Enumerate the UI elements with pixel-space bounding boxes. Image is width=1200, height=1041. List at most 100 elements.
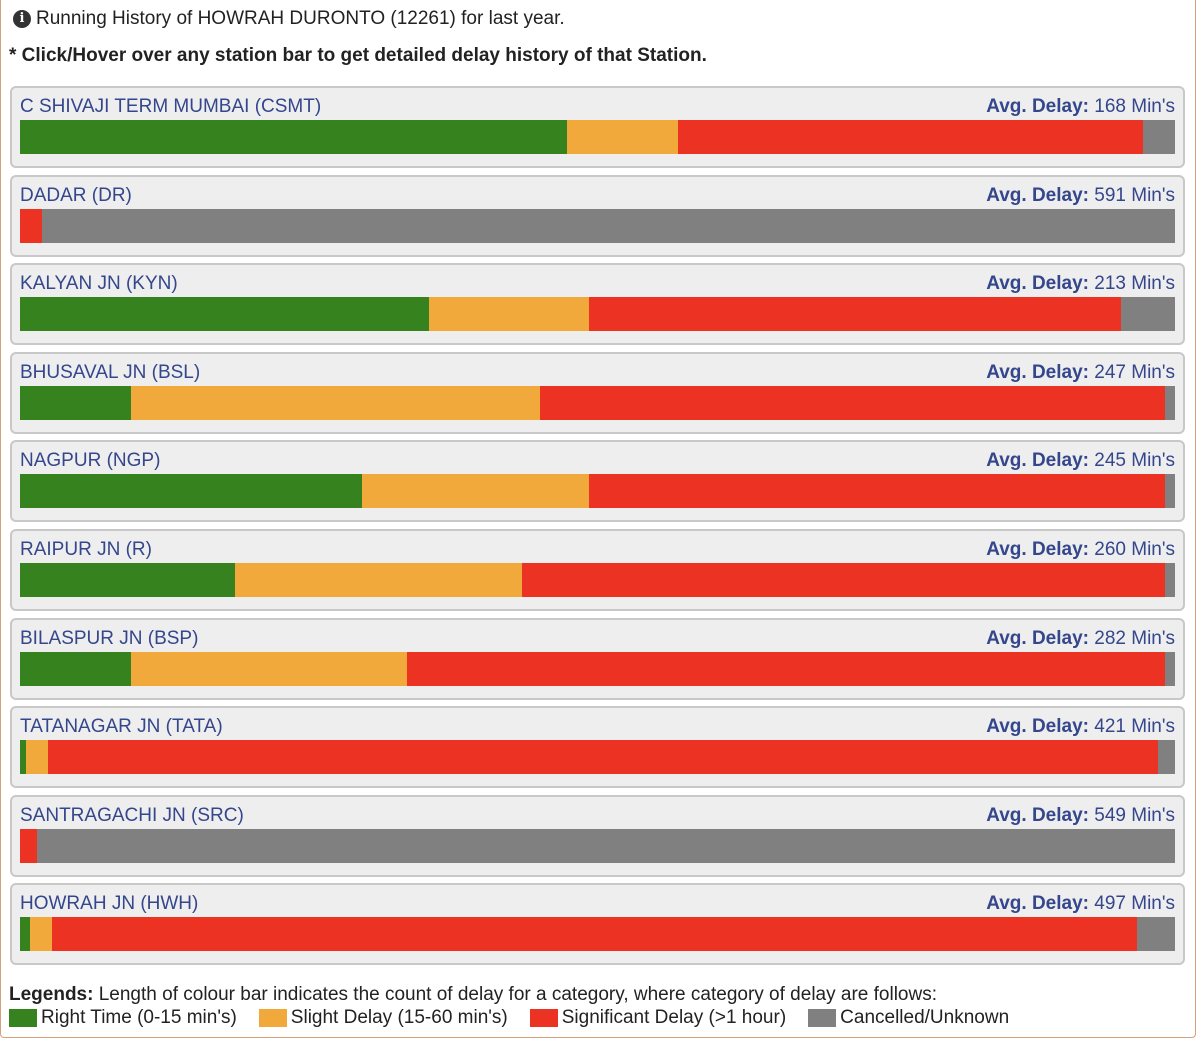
right-time-segment[interactable] xyxy=(20,917,31,952)
legend-swatch xyxy=(258,1009,287,1027)
station-name: KALYAN JN (KYN) xyxy=(20,273,178,295)
avg-delay-label: Avg. Delay: xyxy=(986,893,1089,915)
right-time-segment[interactable] xyxy=(20,385,131,420)
cancelled-segment[interactable] xyxy=(37,828,1175,863)
cancelled-segment[interactable] xyxy=(1157,740,1175,775)
significant-delay-segment[interactable] xyxy=(522,562,1165,597)
significant-delay-segment[interactable] xyxy=(539,385,1165,420)
significant-delay-segment[interactable] xyxy=(20,208,42,243)
cancelled-segment[interactable] xyxy=(1142,120,1175,154)
right-time-segment[interactable] xyxy=(20,651,131,686)
cancelled-segment[interactable] xyxy=(1136,917,1175,952)
cancelled-segment[interactable] xyxy=(1120,297,1175,332)
right-time-segment[interactable] xyxy=(20,297,429,332)
delay-bar[interactable] xyxy=(20,917,1175,952)
significant-delay-segment[interactable] xyxy=(52,917,1137,952)
avg-delay-value: 247 Min's xyxy=(1088,361,1175,383)
delay-bar[interactable] xyxy=(20,120,1175,154)
slight-delay-segment[interactable] xyxy=(428,297,590,332)
slight-delay-segment[interactable] xyxy=(567,120,679,154)
slight-delay-segment[interactable] xyxy=(234,562,523,597)
delay-bar[interactable] xyxy=(20,474,1175,509)
station-card[interactable]: HOWRAH JN (HWH) Avg. Delay: 497 Min's xyxy=(10,883,1185,966)
significant-delay-segment[interactable] xyxy=(678,120,1143,154)
station-card[interactable]: DADAR (DR) Avg. Delay: 591 Min's xyxy=(10,174,1185,257)
avg-delay-value: 168 Min's xyxy=(1088,96,1175,117)
significant-delay-segment[interactable] xyxy=(406,651,1165,686)
legend-title: Legends: xyxy=(9,984,94,1005)
cancelled-segment[interactable] xyxy=(1164,562,1175,597)
avg-delay-value: 549 Min's xyxy=(1088,804,1175,826)
avg-delay-value: 213 Min's xyxy=(1088,273,1175,295)
significant-delay-segment[interactable] xyxy=(20,828,38,863)
station-name: RAIPUR JN (R) xyxy=(20,538,152,560)
legend-items: Right Time (0-15 min's) Slight Delay (15-… xyxy=(9,1007,1189,1029)
info-line: i Running History of HOWRAH DURONTO (122… xyxy=(13,8,565,30)
station-card[interactable]: KALYAN JN (KYN) Avg. Delay: 213 Min's xyxy=(10,263,1185,346)
significant-delay-segment[interactable] xyxy=(47,740,1158,775)
right-time-segment[interactable] xyxy=(20,740,26,775)
avg-delay-value: 591 Min's xyxy=(1088,184,1175,206)
avg-delay: Avg. Delay: 497 Min's xyxy=(986,893,1175,915)
station-name: SANTRAGACHI JN (SRC) xyxy=(20,804,244,826)
station-card[interactable]: SANTRAGACHI JN (SRC) Avg. Delay: 549 Min'… xyxy=(10,794,1185,877)
avg-delay: Avg. Delay: 247 Min's xyxy=(986,362,1175,384)
right-time-segment[interactable] xyxy=(20,474,362,509)
avg-delay-label: Avg. Delay: xyxy=(986,716,1089,738)
station-name: BILASPUR JN (BSP) xyxy=(20,627,199,649)
avg-delay-value: 260 Min's xyxy=(1088,538,1175,560)
avg-delay-value: 421 Min's xyxy=(1088,716,1175,738)
station-name: BHUSAVAL JN (BSL) xyxy=(20,361,201,383)
avg-delay-value: 245 Min's xyxy=(1088,450,1175,472)
avg-delay: Avg. Delay: 213 Min's xyxy=(986,273,1175,295)
significant-delay-segment[interactable] xyxy=(589,297,1121,332)
slight-delay-segment[interactable] xyxy=(25,740,48,775)
delay-bar[interactable] xyxy=(20,651,1175,686)
avg-delay-label: Avg. Delay: xyxy=(986,96,1089,117)
legend-label: Slight Delay (15-60 min's) xyxy=(290,1007,508,1028)
delay-bar[interactable] xyxy=(20,208,1175,243)
delay-bar[interactable] xyxy=(20,385,1175,420)
station-card[interactable]: C SHIVAJI TERM MUMBAI (CSMT) Avg. Delay: … xyxy=(10,86,1185,168)
avg-delay-label: Avg. Delay: xyxy=(986,450,1089,472)
delay-bar[interactable] xyxy=(20,297,1175,332)
right-time-segment[interactable] xyxy=(20,562,235,597)
slight-delay-segment[interactable] xyxy=(361,474,590,509)
avg-delay: Avg. Delay: 591 Min's xyxy=(986,185,1175,207)
significant-delay-segment[interactable] xyxy=(589,474,1165,509)
delay-bar[interactable] xyxy=(20,740,1175,775)
legend-item: Cancelled/Unknown xyxy=(808,1007,1009,1029)
station-card[interactable]: TATANAGAR JN (TATA) Avg. Delay: 421 Min's xyxy=(10,706,1185,789)
right-time-segment[interactable] xyxy=(20,120,568,154)
delay-bar[interactable] xyxy=(20,562,1175,597)
avg-delay-label: Avg. Delay: xyxy=(986,804,1089,826)
avg-delay: Avg. Delay: 421 Min's xyxy=(986,716,1175,738)
delay-bar[interactable] xyxy=(20,828,1175,863)
avg-delay-label: Avg. Delay: xyxy=(986,184,1089,206)
cancelled-segment[interactable] xyxy=(1164,651,1175,686)
station-card[interactable]: RAIPUR JN (R) Avg. Delay: 260 Min's xyxy=(10,528,1185,611)
avg-delay: Avg. Delay: 245 Min's xyxy=(986,450,1175,472)
station-card[interactable]: NAGPUR (NGP) Avg. Delay: 245 Min's xyxy=(10,440,1185,523)
avg-delay: Avg. Delay: 168 Min's xyxy=(986,96,1175,118)
station-name: C SHIVAJI TERM MUMBAI (CSMT) xyxy=(20,96,322,117)
hint-text: * Click/Hover over any station bar to ge… xyxy=(9,45,707,66)
station-card[interactable]: BILASPUR JN (BSP) Avg. Delay: 282 Min's xyxy=(10,617,1185,700)
slight-delay-segment[interactable] xyxy=(130,651,407,686)
legend-swatch xyxy=(808,1009,837,1027)
station-name: HOWRAH JN (HWH) xyxy=(20,893,199,915)
cancelled-segment[interactable] xyxy=(41,208,1175,243)
avg-delay-value: 497 Min's xyxy=(1088,893,1175,915)
cancelled-segment[interactable] xyxy=(1164,385,1175,420)
legend-item: Slight Delay (15-60 min's) xyxy=(258,1007,508,1029)
legend-description: Length of colour bar indicates the count… xyxy=(98,984,937,1005)
avg-delay: Avg. Delay: 549 Min's xyxy=(986,805,1175,827)
legend-label: Right Time (0-15 min's) xyxy=(41,1007,237,1028)
station-card[interactable]: BHUSAVAL JN (BSL) Avg. Delay: 247 Min's xyxy=(10,351,1185,434)
legend-label: Significant Delay (>1 hour) xyxy=(561,1007,787,1028)
avg-delay-label: Avg. Delay: xyxy=(986,273,1089,295)
slight-delay-segment[interactable] xyxy=(30,917,53,952)
station-name: NAGPUR (NGP) xyxy=(20,450,161,472)
cancelled-segment[interactable] xyxy=(1164,474,1175,509)
slight-delay-segment[interactable] xyxy=(130,385,540,420)
